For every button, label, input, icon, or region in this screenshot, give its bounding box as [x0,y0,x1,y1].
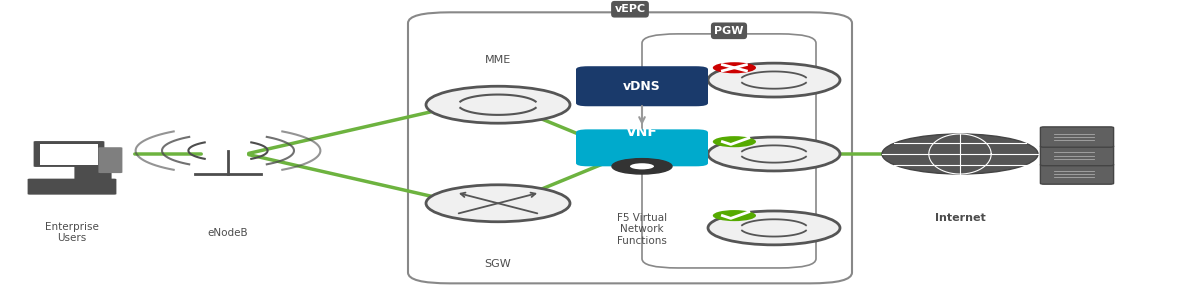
FancyBboxPatch shape [74,150,112,186]
FancyBboxPatch shape [98,147,122,173]
Text: VNF: VNF [626,125,658,140]
FancyBboxPatch shape [40,144,98,165]
FancyBboxPatch shape [576,129,708,166]
Circle shape [713,210,756,221]
Circle shape [882,134,1038,174]
FancyBboxPatch shape [34,141,104,167]
Circle shape [426,185,570,222]
Text: MME: MME [485,55,511,65]
Circle shape [426,86,570,123]
Text: vEPC: vEPC [614,4,646,14]
FancyBboxPatch shape [576,66,708,106]
Text: SGW: SGW [485,259,511,269]
Circle shape [708,63,840,97]
Circle shape [708,211,840,245]
Text: Internet: Internet [935,213,985,222]
Circle shape [612,159,672,174]
Text: Enterprise
Users: Enterprise Users [46,222,98,243]
Text: eNodeB: eNodeB [208,228,248,238]
Text: F5 Virtual
Network
Functions: F5 Virtual Network Functions [617,213,667,246]
FancyBboxPatch shape [1040,145,1114,166]
Circle shape [713,62,756,73]
FancyBboxPatch shape [28,179,116,195]
Text: vDNS: vDNS [623,80,661,93]
Text: PGW: PGW [714,26,744,36]
Circle shape [713,136,756,147]
Circle shape [630,163,654,169]
FancyBboxPatch shape [1040,127,1114,147]
FancyBboxPatch shape [1040,164,1114,184]
Circle shape [708,137,840,171]
